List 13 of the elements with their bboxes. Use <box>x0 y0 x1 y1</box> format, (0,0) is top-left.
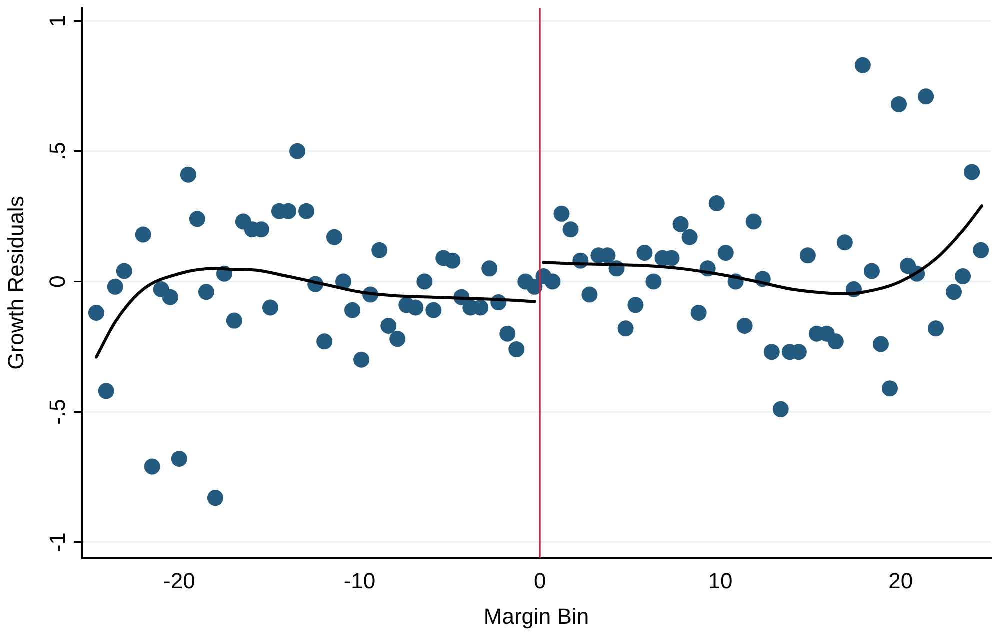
y-tick-label: .5 <box>45 142 70 161</box>
y-tick-label: 0 <box>45 276 70 288</box>
x-tick-label: 10 <box>708 568 733 594</box>
y-tick-label: -.5 <box>45 399 70 425</box>
y-tick-label: -1 <box>45 532 70 552</box>
line-series <box>94 267 536 359</box>
x-axis-title: Margin Bin <box>484 604 590 629</box>
x-tick-label: 20 <box>888 568 914 594</box>
x-tick-label: 0 <box>534 568 546 594</box>
x-tick-label: -10 <box>344 568 376 594</box>
y-axis-title: Growth Residuals <box>3 196 28 370</box>
y-tick-label: 1 <box>45 14 70 28</box>
x-tick-label: -20 <box>163 568 196 594</box>
